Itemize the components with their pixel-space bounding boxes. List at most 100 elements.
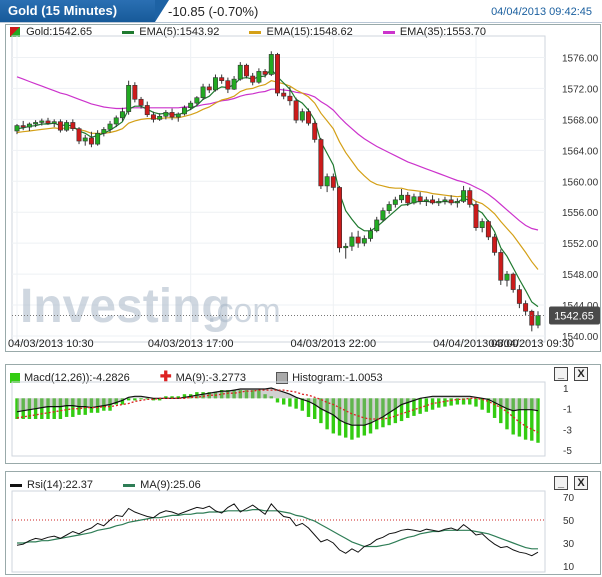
candle-body [169,112,175,118]
macd-histogram-bar [474,398,478,407]
candle-body [150,114,156,120]
macd-swatch-icon [10,373,20,384]
price-y-tick-label: 1540.00 [562,332,599,343]
candle-body [492,236,498,253]
macd-minimize-button[interactable]: _ [554,367,568,381]
macd-histogram-bar [40,398,44,419]
macd-histogram-bar [71,398,75,417]
candle-body [132,85,138,100]
candle-body [318,139,324,187]
macd-chart[interactable]: 1 -1 -3 -5 [0,380,602,462]
candle-body [436,201,442,204]
candle-body [529,310,535,326]
rsi-legend-label: Rsi(14):22.37 [27,479,94,491]
macd-histogram-bar [182,394,187,399]
candle-body [181,107,187,115]
macd-histogram-bar [120,398,125,405]
candle-body [442,199,448,202]
candle-body [188,102,194,109]
macd-histogram-bar [461,398,466,405]
macd-histogram-bar [368,398,373,434]
price-y-tick-label: 1564.00 [562,146,599,157]
ema15-legend-icon [249,30,262,34]
candle-body [343,245,349,249]
price-change: -10.85 (-0.70%) [168,4,259,19]
macd-histogram-bar [201,392,205,399]
candle-body [349,236,355,247]
macd-y-tick-label: -5 [563,446,572,457]
rsi-y-tick-label: 70 [563,493,575,504]
candle-body [312,122,318,140]
candle-body [423,199,429,202]
price-x-tick-label: 04/04/2013 03:00 [433,338,519,350]
candle-body [175,113,181,118]
macd-line [16,387,539,426]
macd-histogram-bar [511,398,515,435]
candle-body [504,273,510,281]
candle-body [250,75,256,83]
rsi-close-button[interactable]: X [574,476,588,490]
macd-histogram-bar [393,398,398,424]
rsi-ma-legend-icon [123,483,136,487]
ema35-legend-icon [382,30,395,34]
candle-body [219,77,225,81]
macd-histogram-bar [257,390,261,399]
candle-body [57,121,63,131]
candle-body [244,64,249,77]
macd-histogram-bar [126,398,131,401]
candle-body [268,54,274,75]
rsi-y-tick-label: 50 [563,516,575,527]
candle-body [510,273,516,290]
candle-body [417,196,423,202]
rsi-panel[interactable] [5,471,601,575]
macd-histogram-bar [362,398,367,436]
candle-body [45,120,51,124]
macd-histogram-bar [170,396,174,399]
price-y-tick-label: 1560.00 [562,177,599,188]
candle-body [119,111,125,119]
macd-histogram-bar [288,398,292,407]
candle-body [194,97,200,104]
macd-histogram-bar [219,390,224,399]
chart-title: Gold (15 Minutes) [8,3,118,18]
macd-histogram-bar [21,398,25,419]
rsi-minimize-button[interactable]: _ [554,476,568,490]
rsi-chart[interactable]: 70 50 30 10 [0,488,602,574]
candle-body [76,128,82,142]
candle-body [330,176,336,188]
candle-body [374,219,380,232]
candle-body [275,54,280,94]
macd-histogram-bar [281,398,286,405]
candle-body [157,115,163,120]
candle-body [138,98,144,106]
candle-body [82,137,88,142]
candle-body [225,80,231,90]
macd-histogram-bar [58,398,63,419]
macd-legend-label: Macd(12,26)):-4.2826 [24,372,130,384]
price-chart[interactable]: 1540.001544.001548.001552.001556.001560.… [0,0,602,360]
macd-histogram-bar [263,394,267,399]
macd-close-button[interactable]: X [574,367,588,381]
macd-histogram-bar [15,398,19,419]
macd-histogram-bar [46,398,50,419]
price-panel[interactable] [5,24,601,352]
macd-histogram-bar [399,398,404,422]
price-legend: Gold:1542.65 EMA(5):1543.92 EMA(15):1548… [10,26,486,38]
candle-body [95,132,101,145]
macd-histogram-bar [455,398,460,405]
plus-icon: ✚ [159,368,172,384]
gold-swatch-icon [10,27,20,38]
macd-histogram-bar [319,398,323,424]
macd-histogram-bar [486,398,491,413]
price-x-tick-label: 04/03/2013 22:00 [291,338,377,350]
candle-body [206,86,212,91]
macd-histogram-bar [424,398,429,412]
candle-body [368,230,374,239]
candle-body [287,95,293,102]
macd-histogram-bar [232,390,236,399]
candle-body [14,125,20,132]
candle-body [281,92,287,97]
candle-body [516,289,522,304]
investing-watermark-suffix: .com [207,292,281,330]
macd-histogram-bar [443,398,447,407]
